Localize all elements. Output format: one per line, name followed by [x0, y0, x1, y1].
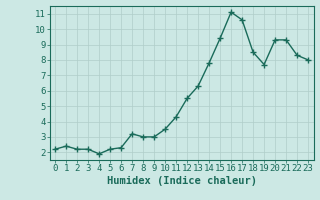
- X-axis label: Humidex (Indice chaleur): Humidex (Indice chaleur): [107, 176, 257, 186]
